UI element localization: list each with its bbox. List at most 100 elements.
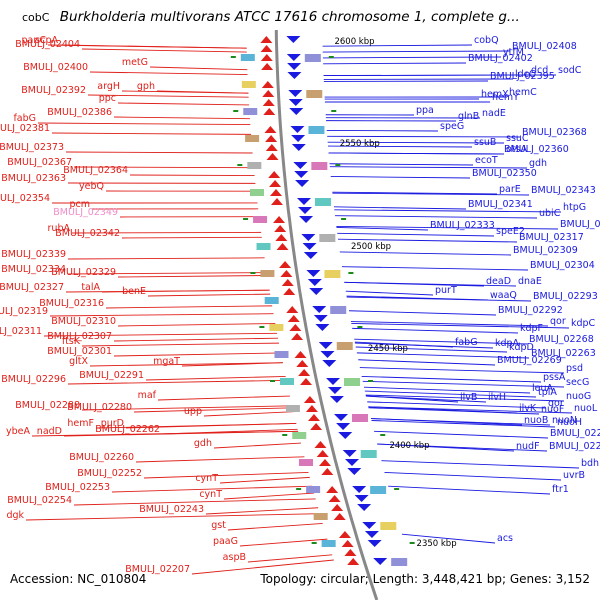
gene-label-plus[interactable]: BMULJ_02269 <box>497 355 562 366</box>
gene-label-minus[interactable]: benE <box>122 286 146 297</box>
gene-label-minus[interactable]: BMULJ_02288 <box>15 400 80 411</box>
gene-label-plus[interactable]: kdpC <box>571 318 596 329</box>
gene-label-minus[interactable]: BMULJ_02329 <box>51 267 116 278</box>
gene-label-minus[interactable]: aspB <box>223 552 246 563</box>
gene-label-plus[interactable]: hemX <box>481 89 509 100</box>
gene-label-minus[interactable]: BMULJ_02342 <box>55 228 120 239</box>
gene-label-plus[interactable]: ssuB <box>474 137 496 148</box>
gene-label-plus[interactable]: qor <box>550 316 566 327</box>
gene-label-plus[interactable]: gdh <box>529 158 547 169</box>
gene-label-plus[interactable]: secG <box>566 377 589 388</box>
gene-label-minus[interactable]: maf <box>138 390 157 401</box>
gene-label-minus[interactable]: pcm <box>69 199 90 210</box>
gene-label-minus[interactable]: cynT <box>195 473 218 484</box>
gene-label-plus[interactable]: hemY <box>492 92 519 103</box>
gene-label-minus[interactable]: nadD <box>37 426 62 437</box>
gene-label-plus[interactable]: otsA <box>506 144 527 155</box>
gene-label-minus[interactable]: BMULJ_02254 <box>7 495 72 506</box>
gene-label-minus[interactable]: BMULJ_02316 <box>39 298 104 309</box>
gene-label-plus[interactable]: htpG <box>563 202 586 213</box>
gene-label-plus[interactable]: ilvK <box>519 403 537 414</box>
gene-label-plus[interactable]: nuoB <box>524 415 548 426</box>
gene-label-plus[interactable]: bdh <box>581 458 599 469</box>
gene-label-plus[interactable]: nadE <box>482 108 506 119</box>
gene-label-plus[interactable]: BMULJ_02402 <box>468 53 533 64</box>
gene-label-plus[interactable]: pssA <box>543 372 566 383</box>
gene-label-plus[interactable]: cobQ <box>474 35 499 46</box>
gene-label-minus[interactable]: BMULJ_02262 <box>95 424 160 435</box>
gene-label-minus[interactable]: BMULJ_02243 <box>139 504 204 515</box>
gene-label-plus[interactable]: BMULJ_02343 <box>531 185 596 196</box>
gene-label-minus[interactable]: BMULJ_02327 <box>0 282 64 293</box>
gene-label-plus[interactable]: tpiA <box>538 387 557 398</box>
gene-label-plus[interactable]: speG <box>440 121 464 132</box>
gene-label-plus[interactable]: uvrB <box>563 470 585 481</box>
gene-label-minus[interactable]: argH <box>97 81 120 92</box>
gene-label-minus[interactable]: ybeA <box>6 426 30 437</box>
gene-label-plus[interactable]: BMULJ_02317 <box>519 232 584 243</box>
gene-label-plus[interactable]: ssuC <box>506 133 529 144</box>
gene-label-minus[interactable]: BMULJ_02280 <box>67 402 132 413</box>
gene-label-plus[interactable]: kdpA <box>495 338 520 349</box>
gene-label-plus[interactable]: acs <box>497 533 513 544</box>
gene-label-minus[interactable]: BMULJ_02291 <box>79 370 144 381</box>
gene-label-plus[interactable]: nuoL <box>574 403 598 414</box>
gene-label-plus[interactable]: BMULJ_02263 <box>531 348 596 359</box>
gene-label-plus[interactable]: kdpD <box>509 342 534 353</box>
gene-label-minus[interactable]: BMULJ_02296 <box>1 374 66 385</box>
gene-label-minus[interactable]: BMULJ_02386 <box>47 107 112 118</box>
gene-label-plus[interactable]: BMULJ_02368 <box>522 127 587 138</box>
gene-label-minus[interactable]: BMULJ_02253 <box>45 482 110 493</box>
gene-label-plus[interactable]: deaD <box>486 276 511 287</box>
gene-label-plus[interactable]: fabG <box>455 337 478 348</box>
gene-label-plus[interactable]: psd <box>566 363 583 374</box>
gene-label-plus[interactable]: BMULJ_02309 <box>513 245 578 256</box>
gene-label-plus[interactable]: BMULJ_02324 <box>560 219 600 230</box>
gene-label-plus[interactable]: BMULJ_02212 <box>549 441 600 452</box>
gene-label-plus[interactable]: speE2 <box>496 226 525 237</box>
gene-label-plus[interactable]: ubiC <box>539 208 561 219</box>
gene-label-minus[interactable]: rubA <box>48 223 71 234</box>
gene-label-minus[interactable]: BMULJ_02334 <box>1 264 66 275</box>
gene-label-minus[interactable]: hemF <box>67 418 94 429</box>
gene-label-plus[interactable]: ilvH <box>488 392 506 403</box>
gene-label-minus[interactable]: purD <box>101 418 124 429</box>
gene-label-minus[interactable]: metG <box>122 57 148 68</box>
gene-label-plus[interactable]: ecoT <box>475 155 498 166</box>
gene-label-minus[interactable]: BMULJ_02307 <box>47 331 112 342</box>
gene-label-plus[interactable]: hemC <box>509 87 537 98</box>
gene-label-plus[interactable]: nudF <box>516 441 540 452</box>
gene-label-minus[interactable]: talA <box>81 282 100 293</box>
gene-label-minus[interactable]: BMULJ_02207 <box>125 564 190 575</box>
gene-label-plus[interactable]: BMULJ_02304 <box>530 260 595 271</box>
gene-label-plus[interactable]: BMULJ_02293 <box>533 291 598 302</box>
gene-label-plus[interactable]: ilvB <box>460 392 477 403</box>
gene-label-plus[interactable]: nuoH <box>557 417 582 428</box>
gene-label-minus[interactable]: BMULJ_02381 <box>0 123 50 134</box>
gene-label-plus[interactable]: ytfM <box>503 47 524 58</box>
gene-label-minus[interactable]: ppc <box>99 93 116 104</box>
gene-label-minus[interactable]: panC <box>21 35 46 46</box>
gene-label-minus[interactable]: gph <box>137 81 155 92</box>
gene-label-plus[interactable]: sodC <box>558 65 582 76</box>
gene-label-minus[interactable]: scpA <box>35 35 58 46</box>
gene-label-minus[interactable]: mgaT <box>153 356 180 367</box>
gene-label-minus[interactable]: yebQ <box>79 181 104 192</box>
gene-label-plus[interactable]: ldcC <box>515 69 536 80</box>
gene-label-minus[interactable]: paaG <box>213 536 238 547</box>
gene-label-minus[interactable]: gdh <box>194 438 212 449</box>
gene-label-plus[interactable]: BMULJ_02333 <box>430 220 495 231</box>
gene-label-minus[interactable]: BMULJ_02373 <box>0 142 64 153</box>
gene-label-plus[interactable]: dnaE <box>518 276 542 287</box>
gene-label-plus[interactable]: kdpF <box>520 323 543 334</box>
gene-label-plus[interactable]: BMULJ_02219 <box>550 428 600 439</box>
gene-label-plus[interactable]: BMULJ_02360 <box>504 144 569 155</box>
gene-label-minus[interactable]: BMULJ_02363 <box>1 173 66 184</box>
gene-label-minus[interactable]: BMULJ_02252 <box>77 468 142 479</box>
gene-label-minus[interactable]: gltX <box>69 356 88 367</box>
gene-label-minus[interactable]: cynT <box>199 489 222 500</box>
gene-label-plus[interactable]: nuoG <box>566 391 591 402</box>
gene-label-minus[interactable]: BMULJ_02404 <box>15 39 80 50</box>
gene-label-minus[interactable]: ftsK <box>62 336 81 347</box>
gene-label-minus[interactable]: fabG <box>13 113 36 124</box>
